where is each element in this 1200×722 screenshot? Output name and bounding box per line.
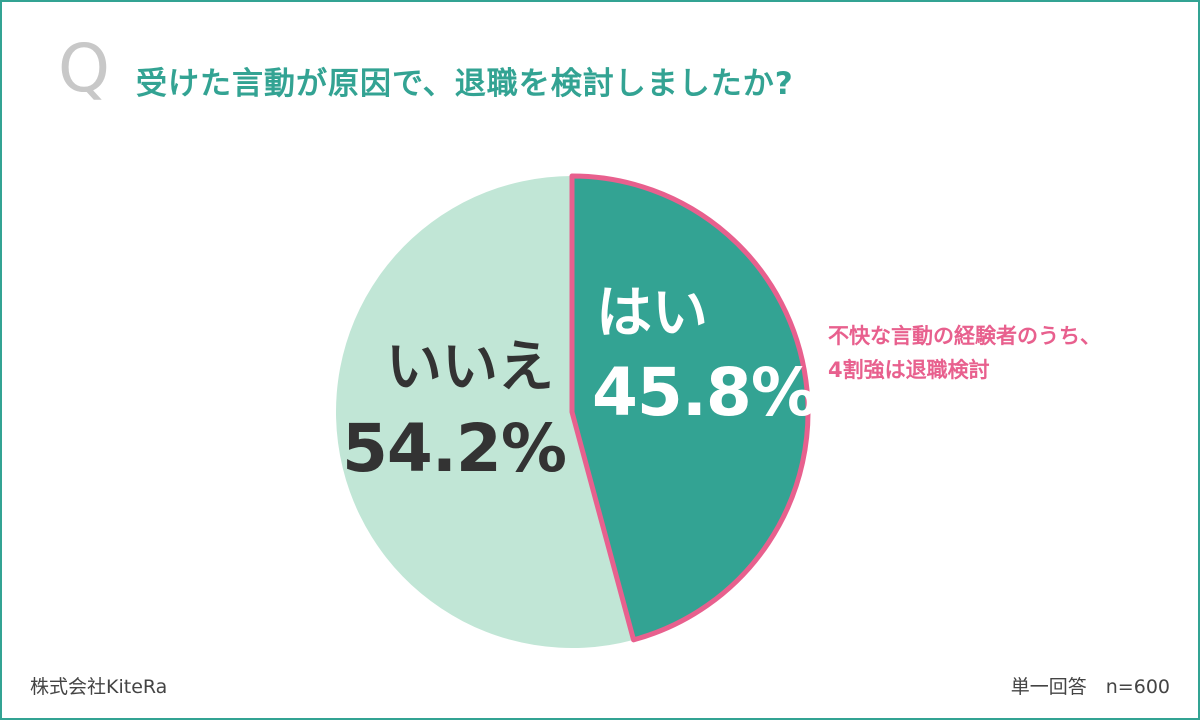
annotation-callout: 不快な言動の経験者のうち、 4割強は退職検討 bbox=[828, 319, 1101, 387]
question-mark: Q bbox=[58, 30, 110, 107]
annotation-line-1: 不快な言動の経験者のうち、 bbox=[828, 324, 1101, 348]
question-title: 受けた言動が原因で、退職を検討しましたか? bbox=[136, 66, 794, 102]
slice-label-no: いいえ 54.2% bbox=[342, 335, 567, 487]
pie-slice-no bbox=[336, 176, 634, 648]
slice-label-yes: はい 45.8% bbox=[592, 281, 817, 431]
annotation-line-2: 4割強は退職検討 bbox=[828, 358, 990, 382]
slice-name-yes: はい bbox=[596, 281, 708, 346]
source-credit: 株式会社KiteRa bbox=[30, 676, 168, 698]
pie-slice-yes bbox=[569, 173, 811, 643]
slice-value-yes: 45.8% bbox=[592, 354, 817, 431]
slice-value-no: 54.2% bbox=[342, 410, 567, 487]
slice-name-no: いいえ bbox=[386, 335, 554, 400]
sample-size: 単一回答 n=600 bbox=[1010, 676, 1170, 698]
